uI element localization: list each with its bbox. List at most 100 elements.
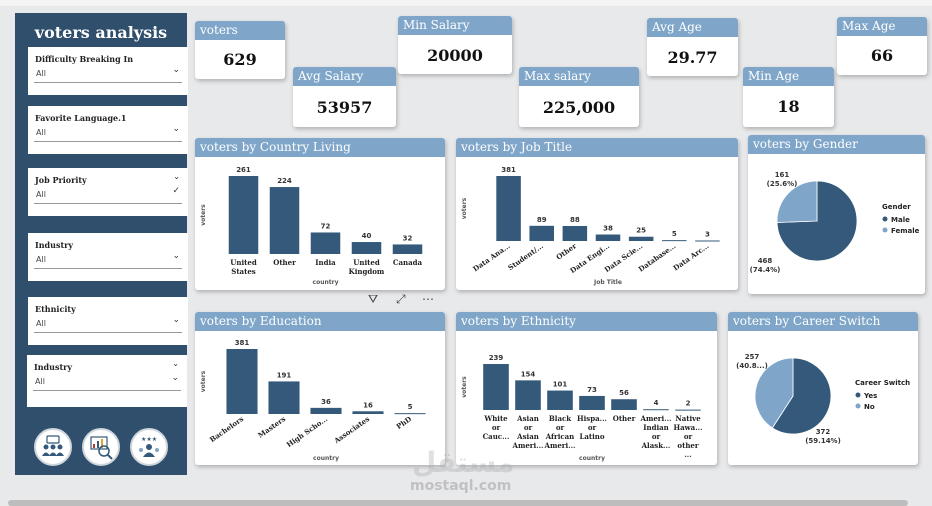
pie-slice[interactable] — [754, 357, 794, 429]
bar[interactable] — [269, 187, 300, 254]
data-label: 32 — [403, 234, 413, 242]
chevron-down-icon[interactable]: ⌄ — [171, 373, 179, 383]
bar[interactable] — [268, 381, 300, 414]
bar[interactable] — [595, 234, 621, 241]
kpi-label: Max salary — [519, 67, 639, 86]
chevron-up-icon[interactable]: ⌄ — [173, 172, 180, 181]
slice-percent-label: (74.4%) — [750, 266, 781, 274]
tick-label: United Kingdom — [349, 258, 385, 276]
slicer-difficulty[interactable]: Difficulty Breaking In All ⌄ — [28, 47, 188, 95]
chart-country-living[interactable]: voters by Country Living 261 United States… — [195, 138, 445, 290]
chart-job-title[interactable]: voters by Job Title 381 Data Ana... 89 Stud… — [456, 138, 738, 290]
filter-icon[interactable]: ⛛ — [368, 292, 379, 306]
tick-label: United States — [230, 258, 257, 276]
bar[interactable] — [352, 411, 384, 414]
pie-slice[interactable] — [776, 180, 818, 223]
data-label: 4 — [654, 399, 659, 407]
bar[interactable] — [392, 244, 423, 254]
slicer-value: All — [36, 69, 46, 78]
bar[interactable] — [611, 399, 637, 410]
bar[interactable] — [496, 176, 521, 241]
chevron-down-icon[interactable]: ⌄ — [172, 65, 180, 75]
slicer-value: All — [36, 255, 46, 264]
chart-career-switch[interactable]: voters by Career Switch 372 (59.14%) 257 (4… — [728, 312, 918, 465]
x-axis-label: country — [313, 279, 339, 286]
bar[interactable] — [547, 390, 573, 410]
legend-entry: Male — [891, 216, 910, 224]
slicer-value: All — [36, 319, 46, 328]
y-axis-label: voters — [200, 370, 207, 392]
chart-title: voters by Ethnicity — [456, 312, 717, 331]
bar[interactable] — [483, 364, 509, 410]
chart-education[interactable]: voters by Education 381 Bachelors 191 Maste… — [195, 312, 445, 465]
chevron-down-icon[interactable]: ⌄ — [172, 124, 180, 134]
chart-title: voters by Career Switch — [728, 312, 918, 331]
data-label: 239 — [489, 354, 504, 362]
tick-label: Database... — [637, 241, 678, 273]
x-axis-label: country — [313, 455, 339, 462]
bar[interactable] — [226, 349, 258, 414]
kpi-label: Avg Salary — [293, 67, 396, 86]
bar[interactable] — [310, 407, 342, 414]
data-label: 72 — [321, 222, 331, 230]
bar[interactable] — [394, 413, 426, 415]
chart-gender[interactable]: voters by Gender 468 (74.4%) 161 (25.6%) Gen… — [748, 135, 925, 294]
slicer-industry-2[interactable]: Industry All ⌄ ⌄ — [27, 355, 187, 407]
kpi-max-age: Max Age 66 — [837, 17, 927, 75]
tick-label: Data Arc... — [671, 241, 710, 272]
horizontal-scrollbar[interactable] — [8, 500, 908, 506]
tick-label: Masters — [256, 414, 287, 439]
bar[interactable] — [351, 242, 382, 254]
chevron-down-icon[interactable]: ⌄ — [172, 315, 180, 325]
kpi-min-salary: Min Salary 20000 — [398, 16, 512, 74]
kpi-min-age: Min Age 18 — [743, 67, 834, 127]
data-label: 73 — [587, 386, 597, 394]
bar[interactable] — [515, 380, 541, 410]
pie-slice[interactable] — [771, 357, 832, 435]
chevron-up-icon[interactable]: ⌄ — [172, 359, 179, 368]
tick-label: Data Ana... — [471, 241, 512, 273]
legend-entry: Yes — [863, 392, 877, 400]
focus-mode-icon[interactable]: ⤢ — [396, 292, 406, 306]
tick-label: Ameri... Indian or Alask... — [640, 414, 672, 450]
bar[interactable] — [662, 240, 687, 242]
tick-label: Native Hawa... or other... — [673, 414, 702, 459]
kpi-value: 66 — [870, 46, 894, 65]
y-axis-label: voters — [461, 197, 468, 219]
slicer-label: Industry — [34, 362, 73, 372]
analytics-icon[interactable] — [82, 428, 120, 466]
slicer-value: All — [35, 377, 45, 386]
kpi-value: 18 — [777, 97, 800, 116]
bar[interactable] — [695, 240, 720, 242]
rating-people-icon[interactable]: ★★★ — [130, 428, 168, 466]
bar[interactable] — [628, 236, 654, 241]
data-label: 89 — [537, 216, 547, 224]
bar[interactable] — [643, 409, 669, 411]
chart-canvas: 239 White or Cauc... 154 Asian or Asian Ameri...… — [461, 354, 703, 462]
chart-title: voters by Gender — [748, 135, 925, 154]
chart-ethnicity[interactable]: voters by Ethnicity 239 White or Cauc... 154… — [456, 312, 717, 465]
slicer-ethnicity[interactable]: Ethnicity All ⌄ — [28, 297, 188, 345]
slice-percent-label: (25.6%) — [767, 180, 798, 188]
sidebar: voters analysis Difficulty Breaking In A… — [15, 13, 188, 475]
bar[interactable] — [228, 176, 259, 254]
slice-value-label: 161 — [775, 171, 790, 179]
chevron-down-icon[interactable]: ⌄ — [172, 251, 180, 261]
bar[interactable] — [310, 232, 341, 254]
tick-label: Hispa... or Latino — [577, 414, 607, 441]
svg-text:★★★: ★★★ — [141, 436, 157, 443]
check-icon[interactable]: ✓ — [172, 186, 180, 196]
slicer-favorite-language[interactable]: Favorite Language.1 All ⌄ — [28, 106, 188, 154]
slicer-job-priority[interactable]: Job Priority All ⌄ ✓ — [28, 168, 188, 216]
more-options-icon[interactable]: ⋯ — [422, 292, 434, 306]
slicer-industry[interactable]: Industry All ⌄ — [28, 233, 188, 281]
group-icon[interactable] — [34, 428, 72, 466]
data-label: 191 — [277, 371, 292, 379]
bar[interactable] — [529, 225, 554, 241]
bar[interactable] — [562, 225, 588, 241]
slicer-label: Ethnicity — [35, 304, 76, 314]
bar[interactable] — [579, 395, 605, 410]
data-label: 5 — [672, 230, 677, 238]
bar[interactable] — [675, 409, 701, 411]
